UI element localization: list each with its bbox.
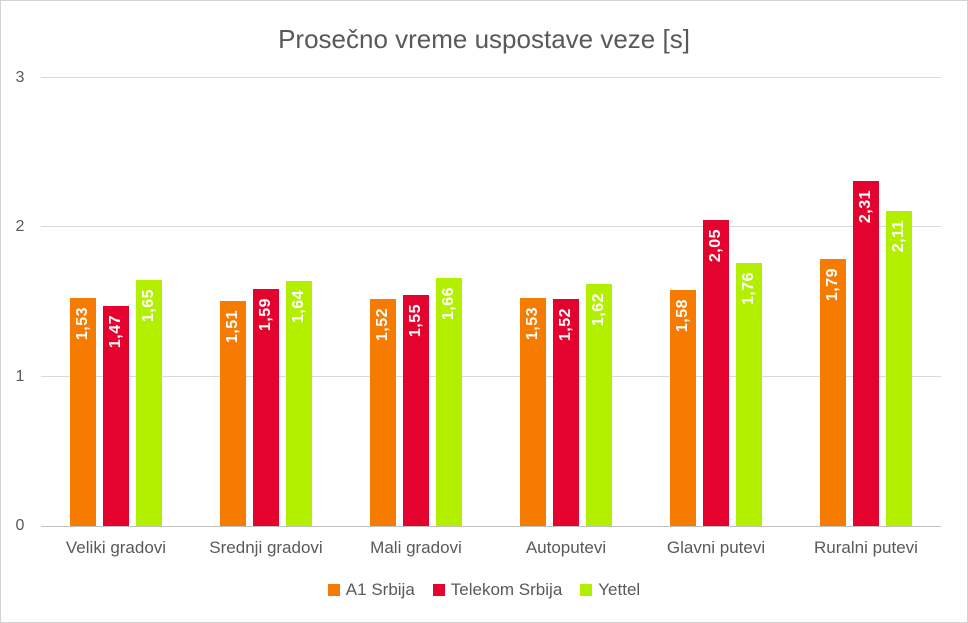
bar-yettel-mali-gradovi: 1,66	[436, 278, 462, 526]
bar-value-label: 1,65	[140, 288, 157, 322]
bar-telekom-srbija-mali-gradovi: 1,55	[403, 294, 429, 526]
legend-swatch-icon	[580, 584, 593, 596]
bar-telekom-srbija-glavni-putevi: 2,05	[703, 219, 729, 526]
bar-value-label: 1,66	[440, 287, 457, 321]
bar-a1-srbija-glavni-putevi: 1,58	[670, 290, 696, 526]
category-label-srednji-gradovi: Srednji gradovi	[209, 538, 323, 557]
bar-value-label: 1,52	[374, 308, 391, 342]
bar-telekom-srbija-srednji-gradovi: 1,59	[253, 288, 279, 526]
bar-value-label: 1,47	[107, 315, 124, 349]
category-label-ruralni-putevi: Ruralni putevi	[814, 538, 918, 557]
bar-telekom-srbija-ruralni-putevi: 2,31	[853, 181, 879, 526]
bar-value-label: 1,58	[674, 299, 691, 333]
y-tick-label-3: 3	[15, 69, 25, 86]
bar-value-label: 1,51	[224, 309, 241, 343]
bar-a1-srbija-srednji-gradovi: 1,51	[220, 300, 246, 526]
legend-swatch-icon	[327, 584, 340, 596]
legend-item-telekom-srbija: Telekom Srbija	[432, 580, 563, 600]
gridline-y-1	[41, 375, 941, 377]
bar-value-label: 1,53	[74, 306, 91, 340]
category-label-mali-gradovi: Mali gradovi	[370, 538, 462, 557]
bar-yettel-srednji-gradovi: 1,64	[286, 281, 312, 526]
bar-value-label: 1,64	[290, 290, 307, 324]
legend: A1 Srbija Telekom Srbija Yettel	[1, 580, 967, 600]
bar-a1-srbija-mali-gradovi: 1,52	[370, 299, 396, 526]
bar-a1-srbija-autoputevi: 1,53	[520, 297, 546, 526]
bar-a1-srbija-veliki-gradovi: 1,53	[70, 297, 96, 526]
bar-value-label: 1,62	[590, 293, 607, 327]
bar-yettel-ruralni-putevi: 2,11	[886, 210, 912, 526]
plot-area: 1,53 1,51 1,52 1,53 1,58 1,79 1,47 1,59 1,55 1,52…	[41, 77, 941, 527]
bar-value-label: 1,59	[257, 297, 274, 331]
legend-item-yettel: Yettel	[580, 580, 640, 600]
y-tick-label-2: 2	[15, 218, 25, 236]
category-label-veliki-gradovi: Veliki gradovi	[65, 538, 167, 557]
bar-telekom-srbija-autoputevi: 1,52	[553, 299, 579, 526]
category-label-autoputevi: Autoputevi	[525, 538, 607, 557]
x-axis: Veliki gradovi Srednji gradovi Mali gradov…	[41, 538, 941, 558]
bar-value-label: 2,11	[890, 219, 907, 253]
bar-value-label: 1,76	[740, 272, 757, 306]
y-tick-label-1: 1	[15, 367, 25, 385]
bar-yettel-veliki-gradovi: 1,65	[136, 279, 162, 526]
bar-value-label: 1,52	[557, 308, 574, 342]
bar-a1-srbija-ruralni-putevi: 1,79	[820, 258, 846, 526]
gridline-y-0	[41, 526, 941, 527]
legend-swatch-icon	[432, 584, 445, 596]
bar-value-label: 2,05	[707, 228, 724, 263]
legend-label: Yettel	[598, 580, 641, 599]
gridline-y-3	[41, 77, 941, 78]
bar-yettel-glavni-putevi: 1,76	[736, 263, 762, 526]
bar-yettel-autoputevi: 1,62	[586, 284, 612, 526]
bar-value-label: 1,79	[824, 267, 841, 301]
legend-label: A1 Srbija	[345, 580, 415, 599]
bar-telekom-srbija-veliki-gradovi: 1,47	[103, 306, 129, 526]
legend-label: Telekom Srbija	[450, 580, 563, 599]
y-tick-label-0: 0	[15, 517, 25, 534]
legend-item-a1-srbija: A1 Srbija	[327, 580, 415, 600]
chart-title: Prosečno vreme uspostave veze [s]	[278, 24, 690, 54]
bar-value-label: 1,55	[407, 303, 424, 337]
bar-value-label: 2,31	[857, 190, 874, 224]
category-label-glavni-putevi: Glavni putevi	[666, 538, 766, 557]
bar-value-label: 1,53	[524, 306, 541, 340]
gridline-y-2	[41, 226, 941, 228]
